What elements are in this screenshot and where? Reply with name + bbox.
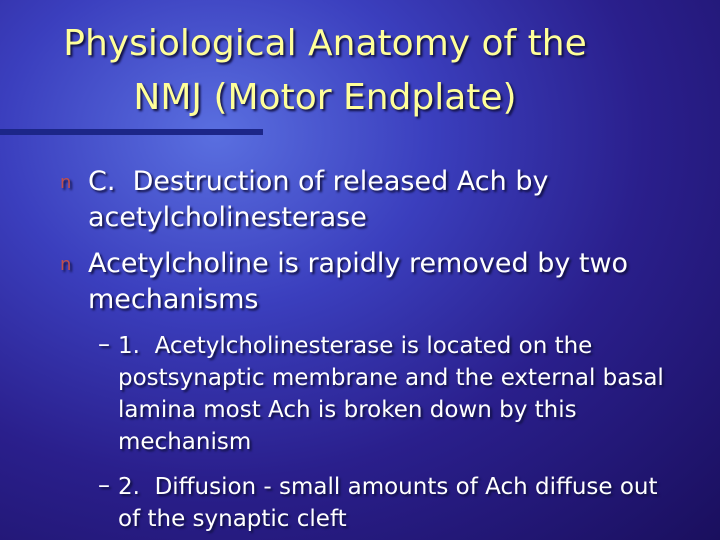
bullet-text: C. Destruction of released Ach by acetyl… (88, 166, 558, 233)
title: NMJ (Motor Endplate) (133, 77, 517, 118)
title: Physiological Anatomy of the (63, 23, 587, 64)
sub-bullet-marker: – (98, 330, 110, 358)
sub-bullet-text: 2. Diffusion - small amounts of Ach diff… (118, 474, 665, 532)
sub-bullet-text: 1. Acetylcholinesterase is located on th… (118, 333, 672, 455)
bullet-marker: n (60, 172, 72, 193)
sub-bullet-marker: – (98, 471, 110, 499)
bullet-marker: n (60, 254, 72, 275)
bullet-text: Acetylcholine is rapidly removed by two … (88, 248, 637, 315)
title-rule (0, 129, 263, 135)
